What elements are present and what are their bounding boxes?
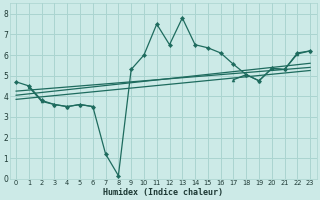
X-axis label: Humidex (Indice chaleur): Humidex (Indice chaleur) xyxy=(103,188,223,197)
